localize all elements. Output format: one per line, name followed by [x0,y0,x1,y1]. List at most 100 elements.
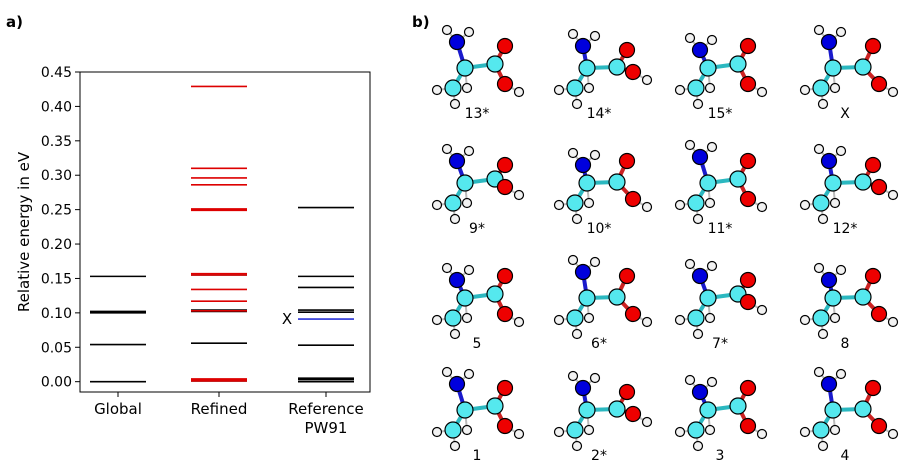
hydrogen-atom [571,440,583,452]
panel-b-conformers: b) 13* 14* 15* X9* 10* 11* 12*5 6* 7* 81 2* 3 4 [412,13,899,464]
conformer-label: 7* [712,336,728,352]
carbon-atom [687,194,705,212]
oxygen-atom [739,417,757,435]
hydrogen-atom [704,82,716,94]
carbon-atom [699,401,717,419]
hydrogen-atom [817,328,829,340]
conformer-label: 10* [587,221,612,237]
hydrogen-atom [431,199,443,211]
conformer-structure: 12* [799,143,899,237]
oxygen-atom [864,156,882,174]
conformer-structure: X [799,24,899,122]
carbon-atom [444,194,462,212]
x-tick-label: Refined [191,400,248,418]
panel-b-label: b) [412,13,430,31]
nitrogen-atom [691,148,709,166]
oxygen-atom [739,75,757,93]
hydrogen-atom [829,82,841,94]
carbon-atom [824,174,842,192]
carbon-atom [566,194,584,212]
carbon-atom [699,59,717,77]
oxygen-atom [496,305,514,323]
hydrogen-atom [674,426,686,438]
hydrogen-atom [887,316,899,328]
hydrogen-atom [463,264,475,276]
carbon-atom [566,421,584,439]
carbon-atom [486,397,504,415]
hydrogen-atom [817,213,829,225]
hydrogen-atom [835,264,847,276]
carbon-atom [444,309,462,327]
carbon-atom [812,309,830,327]
nitrogen-atom [820,33,838,51]
carbon-atom [687,421,705,439]
conformer-label: 3 [716,448,725,464]
hydrogen-atom [553,314,565,326]
panel-a-energy-chart: a) 0.000.050.100.150.200.250.300.350.400… [6,13,371,437]
oxygen-atom [739,271,757,289]
oxygen-atom [624,63,642,81]
hydrogen-atom [756,304,768,316]
hydrogen-atom [441,366,453,378]
carbon-atom [812,421,830,439]
nitrogen-atom [574,37,592,55]
hydrogen-atom [641,201,653,213]
conformer-label: 9* [469,221,485,237]
hydrogen-atom [589,256,601,268]
conformer-structure: 14* [553,28,653,122]
hydrogen-atom [692,213,704,225]
oxygen-atom [864,379,882,397]
hydrogen-atom [461,312,473,324]
energy-levels: X [90,85,354,383]
oxygen-atom [870,75,888,93]
carbon-atom [854,288,872,306]
hydrogen-atom [829,312,841,324]
carbon-atom [687,309,705,327]
hydrogen-atom [567,254,579,266]
hydrogen-atom [829,197,841,209]
oxygen-atom [496,75,514,93]
conformer-structure: 11* [674,139,768,237]
hydrogen-atom [641,416,653,428]
oxygen-atom [739,152,757,170]
y-axis: 0.00 0.05 0.10 0.15 0.20 0.25 0.30 0.35 0.40 0.45 [41,65,80,391]
oxygen-atom [624,190,642,208]
hydrogen-atom [583,312,595,324]
hydrogen-atom [813,262,825,274]
hydrogen-atom [553,426,565,438]
carbon-atom [566,79,584,97]
hydrogen-atom [829,424,841,436]
carbon-atom [608,400,626,418]
hydrogen-atom [674,199,686,211]
hydrogen-atom [431,314,443,326]
hydrogen-atom [692,98,704,110]
carbon-atom [854,173,872,191]
hydrogen-atom [441,24,453,36]
carbon-atom [486,285,504,303]
y-tick-label: 0.25 [41,203,72,219]
hydrogen-atom [641,316,653,328]
oxygen-atom [496,267,514,285]
hydrogen-atom [571,328,583,340]
carbon-atom [729,397,747,415]
hydrogen-atom [835,26,847,38]
oxygen-atom [496,156,514,174]
nitrogen-atom [574,156,592,174]
hydrogen-atom [449,440,461,452]
nitrogen-atom [448,152,466,170]
nitrogen-atom [448,271,466,289]
nitrogen-atom [691,267,709,285]
conformer-label: 4 [841,448,850,464]
hydrogen-atom [583,197,595,209]
hydrogen-atom [813,143,825,155]
conformer-label: 5 [473,336,482,352]
oxygen-atom [864,37,882,55]
oxygen-atom [870,178,888,196]
hydrogen-atom [463,368,475,380]
hydrogen-atom [441,143,453,155]
hydrogen-atom [449,328,461,340]
carbon-atom [578,401,596,419]
oxygen-atom [870,417,888,435]
hydrogen-atom [817,98,829,110]
carbon-atom [812,194,830,212]
